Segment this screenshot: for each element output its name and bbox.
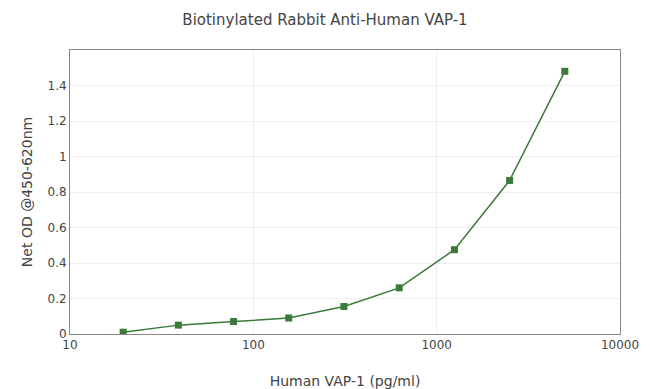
svg-text:0.6: 0.6 [48,221,67,235]
svg-text:100: 100 [242,338,265,352]
svg-text:Human VAP-1 (pg/ml): Human VAP-1 (pg/ml) [270,373,421,389]
svg-text:0.2: 0.2 [48,292,67,306]
svg-text:0.8: 0.8 [48,185,67,199]
svg-text:1.2: 1.2 [48,114,67,128]
svg-text:1: 1 [59,150,67,164]
svg-text:10000: 10000 [601,338,639,352]
svg-text:1000: 1000 [421,338,452,352]
svg-text:Biotinylated Rabbit Anti-Human: Biotinylated Rabbit Anti-Human VAP-1 [182,11,467,29]
svg-text:1.4: 1.4 [48,79,67,93]
svg-text:0.4: 0.4 [48,256,67,270]
svg-text:Net OD @450-620nm: Net OD @450-620nm [19,117,35,267]
svg-text:10: 10 [62,338,77,352]
svg-text:0: 0 [59,327,67,341]
